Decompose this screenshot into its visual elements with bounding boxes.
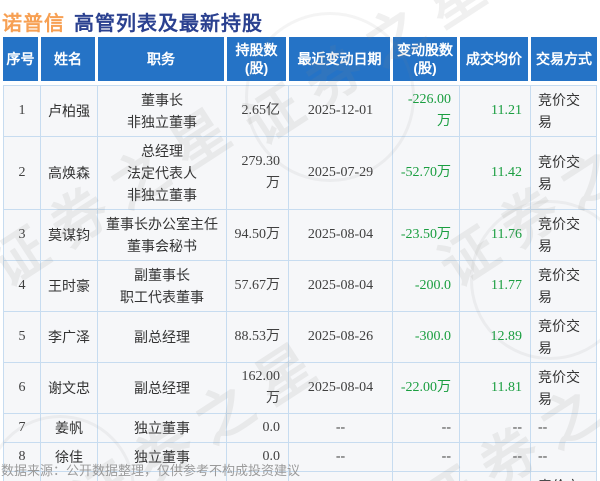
- name-cell: 卢柏强: [41, 85, 98, 137]
- row-index-cell: 3: [3, 210, 41, 261]
- change-cell: -23.50万: [393, 210, 460, 261]
- price-cell: 11.77: [460, 261, 531, 312]
- table-row: 5 李广泽 副总经理 88.53万 2025-08-26 -300.0 12.8…: [3, 312, 597, 363]
- name-cell: 谢文忠: [41, 363, 98, 414]
- change-cell: -52.70万: [393, 137, 460, 210]
- row-index-cell: 4: [3, 261, 41, 312]
- date-cell: 2025-08-26: [289, 312, 393, 363]
- position-cell: 总经理 法定代表人 非独立董事: [98, 137, 227, 210]
- col-header-name: 姓名: [41, 37, 98, 85]
- method-cell: 竞价交易: [531, 137, 597, 210]
- stock-name: 诺普信: [2, 13, 65, 35]
- method-cell: 竞价交易: [531, 363, 597, 414]
- date-cell: --: [289, 414, 393, 443]
- method-cell: --: [531, 414, 597, 443]
- row-index-cell: 9: [3, 472, 41, 481]
- change-cell: --: [393, 443, 460, 472]
- col-header-change: 变动股数 (股): [393, 37, 460, 85]
- row-index-cell: 5: [3, 312, 41, 363]
- position-cell: 独立董事: [98, 443, 227, 472]
- name-cell: 徐佳: [41, 443, 98, 472]
- shares-cell: 2.65亿: [227, 85, 289, 137]
- date-cell: 2025-08-22: [289, 472, 393, 481]
- price-cell: 11.81: [460, 363, 531, 414]
- position-cell: 副总经理: [98, 363, 227, 414]
- table-row: 1 卢柏强 董事长 非独立董事 2.65亿 2025-12-01 -226.00…: [3, 85, 597, 137]
- method-cell: 竞价交易: [531, 472, 597, 481]
- price-cell: 13.28: [460, 472, 531, 481]
- name-cell: 李广泽: [41, 312, 98, 363]
- row-index-cell: 8: [3, 443, 41, 472]
- date-cell: 2025-08-04: [289, 261, 393, 312]
- position-cell: 副总经理: [98, 312, 227, 363]
- price-cell: 11.21: [460, 85, 531, 137]
- col-header-position: 职务: [98, 37, 227, 85]
- change-cell: -226.00万: [393, 85, 460, 137]
- col-header-shares: 持股数 (股): [227, 37, 289, 85]
- table-row: 4 王时豪 副董事长 职工代表董事 57.67万 2025-08-04 -200…: [3, 261, 597, 312]
- price-cell: 12.89: [460, 312, 531, 363]
- position-cell: 财务总监: [98, 472, 227, 481]
- position-cell: 副董事长 职工代表董事: [98, 261, 227, 312]
- shares-cell: 0.0: [227, 443, 289, 472]
- name-cell: 姜帆: [41, 414, 98, 443]
- method-cell: --: [531, 443, 597, 472]
- col-header-method: 交易方式: [531, 37, 597, 85]
- name-cell: 高焕森: [41, 137, 98, 210]
- change-cell: -22.00万: [393, 363, 460, 414]
- table-row: 9 袁庆鸿 财务总监 21.45万 2025-08-22 -7.15万 13.2…: [3, 472, 597, 481]
- data-source-note: 数据来源：公开数据整理，仅供参考不构成投资建议: [1, 463, 301, 478]
- col-header-date: 最近变动日期: [289, 37, 393, 85]
- name-cell: 袁庆鸿: [41, 472, 98, 481]
- header-row: 序号 姓名 职务 持股数 (股) 最近变动日期 变动股数 (股) 成交均价 交易…: [3, 37, 597, 85]
- table-row: 6 谢文忠 副总经理 162.00万 2025-08-04 -22.00万 11…: [3, 363, 597, 414]
- title-text: 高管列表及最新持股: [74, 13, 263, 35]
- holdings-table: 序号 姓名 职务 持股数 (股) 最近变动日期 变动股数 (股) 成交均价 交易…: [3, 37, 597, 481]
- method-cell: 竞价交易: [531, 312, 597, 363]
- table-row: 2 高焕森 总经理 法定代表人 非独立董事 279.30万 2025-07-29…: [3, 137, 597, 210]
- shares-cell: 88.53万: [227, 312, 289, 363]
- table-row: 8 徐佳 独立董事 0.0 -- -- -- --: [3, 443, 597, 472]
- method-cell: 竞价交易: [531, 210, 597, 261]
- name-cell: 王时豪: [41, 261, 98, 312]
- table-row: 3 莫谋钧 董事长办公室主任 董事会秘书 94.50万 2025-08-04 -…: [3, 210, 597, 261]
- position-cell: 董事长办公室主任 董事会秘书: [98, 210, 227, 261]
- change-cell: -300.0: [393, 312, 460, 363]
- method-cell: 竞价交易: [531, 261, 597, 312]
- shares-cell: 162.00万: [227, 363, 289, 414]
- page-title: 诺普信 高管列表及最新持股: [2, 7, 263, 36]
- row-index-cell: 6: [3, 363, 41, 414]
- row-index-cell: 2: [3, 137, 41, 210]
- price-cell: --: [460, 414, 531, 443]
- change-cell: -7.15万: [393, 472, 460, 481]
- method-cell: 竞价交易: [531, 85, 597, 137]
- position-cell: 独立董事: [98, 414, 227, 443]
- change-cell: --: [393, 414, 460, 443]
- shares-cell: 279.30万: [227, 137, 289, 210]
- position-cell: 董事长 非独立董事: [98, 85, 227, 137]
- date-cell: --: [289, 443, 393, 472]
- row-index-cell: 7: [3, 414, 41, 443]
- date-cell: 2025-07-29: [289, 137, 393, 210]
- col-header-price: 成交均价: [460, 37, 531, 85]
- name-cell: 莫谋钧: [41, 210, 98, 261]
- shares-cell: 94.50万: [227, 210, 289, 261]
- price-cell: 11.76: [460, 210, 531, 261]
- row-index-cell: 1: [3, 85, 41, 137]
- date-cell: 2025-08-04: [289, 210, 393, 261]
- table-row: 7 姜帆 独立董事 0.0 -- -- -- --: [3, 414, 597, 443]
- change-cell: -200.0: [393, 261, 460, 312]
- shares-cell: 57.67万: [227, 261, 289, 312]
- price-cell: 11.42: [460, 137, 531, 210]
- date-cell: 2025-12-01: [289, 85, 393, 137]
- date-cell: 2025-08-04: [289, 363, 393, 414]
- shares-cell: 21.45万: [227, 472, 289, 481]
- shares-cell: 0.0: [227, 414, 289, 443]
- col-header-index: 序号: [3, 37, 41, 85]
- price-cell: --: [460, 443, 531, 472]
